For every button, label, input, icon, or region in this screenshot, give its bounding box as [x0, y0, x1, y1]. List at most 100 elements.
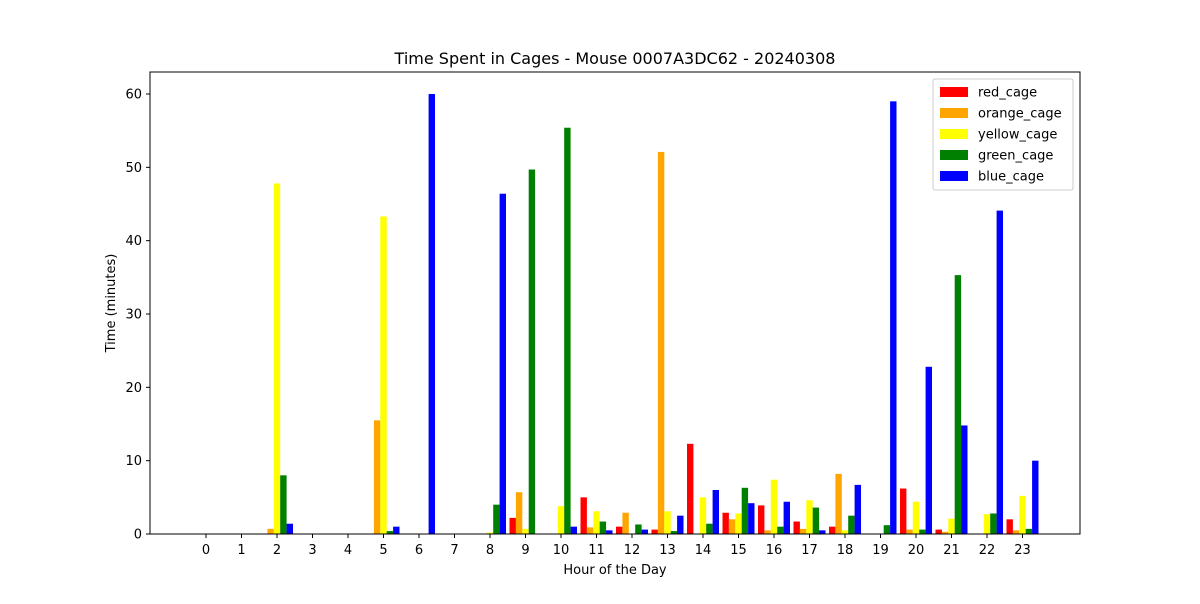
legend-label-orange_cage: orange_cage — [978, 107, 1062, 122]
bar-yellow_cage-hour-8 — [486, 532, 494, 534]
bar-green_cage-hour-17 — [812, 507, 820, 534]
bar-green_cage-hour-8 — [493, 504, 500, 534]
bar-blue_cage-hour-21 — [961, 425, 968, 534]
x-tick-label: 11 — [588, 543, 605, 558]
x-tick-label: 10 — [553, 543, 570, 558]
x-axis-label: Hour of the Day — [563, 563, 667, 578]
bar-green_cage-hour-9 — [528, 169, 536, 534]
bar-blue_cage-hour-15 — [748, 503, 755, 534]
bar-blue_cage-hour-17 — [819, 530, 826, 534]
legend-label-yellow_cage: yellow_cage — [978, 128, 1057, 143]
x-tick-label: 19 — [872, 543, 889, 558]
bar-blue_cage-hour-16 — [783, 501, 790, 534]
bar-yellow_cage-hour-17 — [806, 500, 813, 534]
legend-swatch-yellow_cage — [940, 129, 968, 139]
bar-orange_cage-hour-21 — [941, 531, 949, 534]
bar-orange_cage-hour-23 — [1012, 530, 1020, 534]
bar-orange_cage-hour-2 — [267, 528, 274, 534]
bar-green_cage-hour-16 — [777, 526, 784, 534]
x-tick-label: 9 — [521, 543, 529, 558]
bar-yellow_cage-hour-11 — [593, 511, 600, 534]
x-tick-label: 13 — [659, 543, 676, 558]
bar-blue_cage-hour-10 — [570, 526, 577, 534]
bar-red_cage-hour-18 — [829, 526, 836, 534]
legend-swatch-orange_cage — [940, 108, 968, 118]
x-tick-label: 6 — [415, 543, 423, 558]
bar-orange_cage-hour-17 — [799, 528, 807, 534]
y-tick-label: 20 — [125, 381, 142, 396]
bar-red_cage-hour-17 — [793, 521, 800, 534]
bar-red_cage-hour-23 — [1006, 519, 1013, 534]
y-tick-label: 10 — [125, 454, 142, 469]
bar-yellow_cage-hour-18 — [841, 530, 849, 534]
x-tick-label: 0 — [202, 543, 210, 558]
bar-green_cage-hour-21 — [954, 275, 962, 534]
x-tick-label: 12 — [624, 543, 641, 558]
bar-orange_cage-hour-5 — [373, 420, 381, 534]
bar-orange_cage-hour-9 — [515, 492, 523, 534]
bar-green_cage-hour-18 — [848, 515, 855, 534]
legend-swatch-red_cage — [940, 87, 968, 97]
x-tick-label: 7 — [450, 543, 458, 558]
y-tick-label: 40 — [125, 234, 142, 249]
bar-red_cage-hour-20 — [900, 488, 907, 534]
bar-yellow_cage-hour-14 — [699, 497, 707, 534]
bar-orange_cage-hour-15 — [728, 519, 736, 534]
bar-yellow_cage-hour-20 — [912, 501, 920, 534]
bar-red_cage-hour-14 — [687, 443, 694, 534]
bar-blue_cage-hour-23 — [1032, 460, 1039, 534]
x-tick-label: 15 — [730, 543, 747, 558]
bar-red_cage-hour-16 — [758, 505, 765, 534]
bar-blue_cage-hour-5 — [393, 526, 400, 534]
bar-blue_cage-hour-20 — [925, 366, 932, 534]
legend-box — [932, 78, 1074, 191]
bar-red_cage-hour-12 — [616, 526, 623, 534]
bar-orange_cage-hour-12 — [622, 512, 629, 534]
bar-blue_cage-hour-6 — [428, 94, 435, 534]
bar-blue_cage-hour-2 — [286, 523, 293, 534]
bar-yellow_cage-hour-16 — [770, 479, 778, 534]
bar-blue_cage-hour-18 — [854, 484, 861, 534]
bar-orange_cage-hour-20 — [906, 529, 913, 534]
legend-label-red_cage: red_cage — [978, 86, 1037, 101]
x-axis: 0 1 2 3 4 5 6 7 8 9 10 11 12 13 14 15 16 17 18 19 20 21 22 23 — [202, 534, 1031, 558]
y-tick-label: 60 — [125, 88, 142, 103]
bar-green_cage-hour-5 — [386, 531, 394, 534]
x-tick-label: 4 — [344, 543, 352, 558]
y-tick-label: 30 — [125, 308, 142, 323]
y-tick-label: 0 — [134, 528, 142, 543]
y-tick-label: 50 — [125, 161, 142, 176]
x-tick-label: 5 — [379, 543, 387, 558]
x-tick-label: 21 — [943, 543, 960, 558]
x-tick-label: 14 — [695, 543, 712, 558]
y-axis-label: Time (minutes) — [104, 254, 119, 354]
y-axis: 0 10 20 30 40 50 60 — [125, 88, 150, 543]
bar-green_cage-hour-19 — [883, 525, 891, 534]
bar-red_cage-hour-15 — [722, 512, 729, 534]
bar-orange_cage-hour-13 — [657, 151, 665, 534]
bar-red_cage-hour-21 — [935, 529, 942, 534]
bar-green_cage-hour-15 — [741, 487, 749, 534]
x-tick-label: 20 — [908, 543, 925, 558]
bar-blue_cage-hour-22 — [996, 210, 1003, 534]
bar-yellow_cage-hour-21 — [948, 518, 955, 534]
bar-green_cage-hour-13 — [670, 531, 678, 534]
x-tick-label: 17 — [801, 543, 818, 558]
x-tick-label: 3 — [308, 543, 316, 558]
bar-green_cage-hour-14 — [706, 523, 713, 534]
bar-green_cage-hour-11 — [599, 521, 607, 534]
bar-red_cage-hour-9 — [509, 517, 516, 534]
chart-title: Time Spent in Cages - Mouse 0007A3DC62 -… — [394, 49, 836, 68]
x-tick-label: 18 — [837, 543, 854, 558]
bar-blue_cage-hour-19 — [890, 101, 897, 534]
bar-red_cage-hour-11 — [580, 497, 587, 534]
bar-blue_cage-hour-13 — [677, 515, 684, 534]
bar-orange_cage-hour-18 — [835, 473, 842, 534]
x-tick-label: 2 — [273, 543, 281, 558]
bars-group — [267, 94, 1039, 535]
x-tick-label: 23 — [1014, 543, 1031, 558]
bar-green_cage-hour-2 — [280, 475, 287, 534]
bar-blue_cage-hour-14 — [712, 490, 719, 534]
